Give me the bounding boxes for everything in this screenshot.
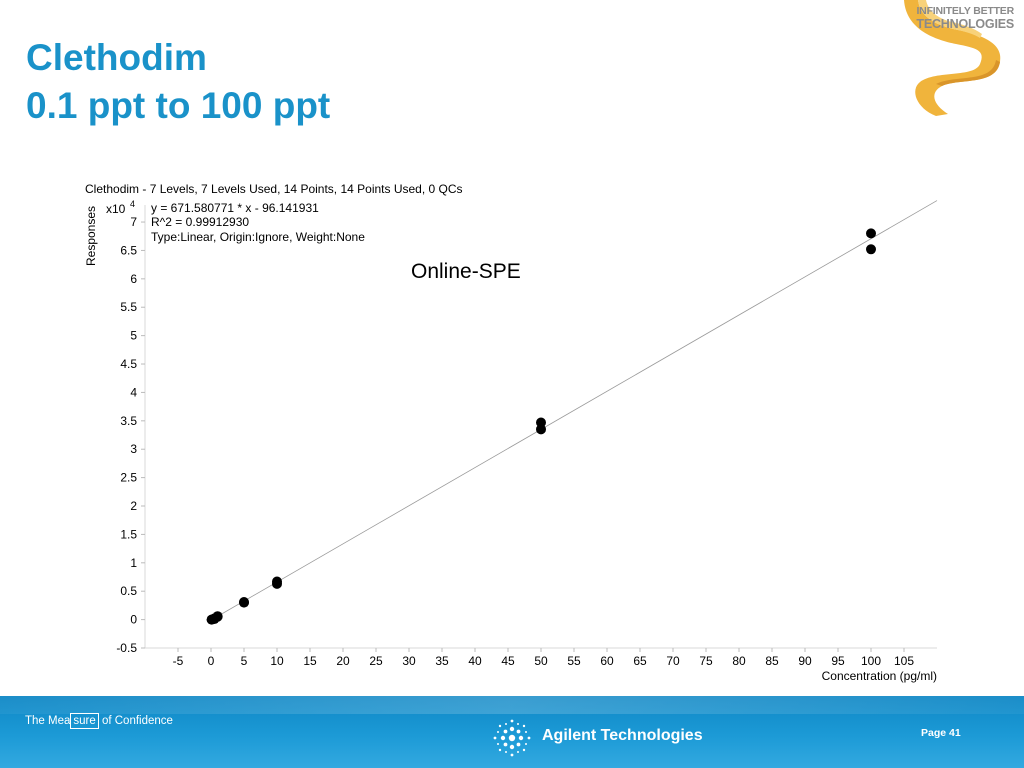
infinitely-better-logo: INFINITELY BETTER TECHNOLOGIES xyxy=(896,0,1024,120)
x-tick-label: 70 xyxy=(666,654,680,668)
y-tick-label: 4.5 xyxy=(120,357,137,371)
data-point xyxy=(239,597,249,608)
data-point xyxy=(866,244,876,255)
x-tick-label: -5 xyxy=(173,654,184,668)
logo-line-2: TECHNOLOGIES xyxy=(916,17,1014,31)
agilent-logo: Agilent Technologies xyxy=(490,716,710,758)
footer-band xyxy=(0,696,1024,714)
y-axis-label: Responses xyxy=(84,206,98,266)
y-tick-label: 6.5 xyxy=(120,243,137,257)
x-tick-label: 25 xyxy=(369,654,383,668)
x-tick-label: 100 xyxy=(861,654,881,668)
y-multiplier-exponent: 4 xyxy=(130,199,135,209)
x-tick-label: 35 xyxy=(435,654,449,668)
tagline-part-1: The Mea xyxy=(25,715,71,727)
footer-tagline: The Mea sure of Confidence xyxy=(25,713,173,729)
footer-bar: The Mea sure of Confidence Agilent Techno… xyxy=(0,696,1024,768)
fit-r-squared: R^2 = 0.99912930 xyxy=(151,215,249,229)
x-tick-label: 5 xyxy=(241,654,248,668)
chart-title: Clethodim - 7 Levels, 7 Levels Used, 14 … xyxy=(85,182,463,196)
x-tick-label: 60 xyxy=(600,654,614,668)
x-tick-label: 75 xyxy=(699,654,713,668)
x-tick-label: 20 xyxy=(336,654,350,668)
y-tick-label: 3.5 xyxy=(120,414,137,428)
x-tick-label: 15 xyxy=(303,654,317,668)
y-tick-label: 1.5 xyxy=(120,527,137,541)
title-line-2: 0.1 ppt to 100 ppt xyxy=(26,85,331,126)
slide-title: Clethodim 0.1 ppt to 100 ppt xyxy=(26,34,330,130)
x-tick-label: 30 xyxy=(402,654,416,668)
fit-type: Type:Linear, Origin:Ignore, Weight:None xyxy=(151,230,365,244)
x-tick-label: 45 xyxy=(501,654,515,668)
title-line-1: Clethodim xyxy=(26,37,207,78)
data-point xyxy=(212,611,223,622)
y-tick-label: 5 xyxy=(130,329,137,343)
y-tick-label: 1 xyxy=(130,556,137,570)
logo-text: INFINITELY BETTER TECHNOLOGIES xyxy=(916,5,1014,31)
tagline-part-2: of Confidence xyxy=(98,715,173,727)
x-tick-label: 85 xyxy=(765,654,779,668)
x-tick-label: 80 xyxy=(732,654,746,668)
x-tick-label: 105 xyxy=(894,654,914,668)
agilent-brand-name: Agilent Technologies xyxy=(542,727,703,744)
y-tick-label: 4 xyxy=(130,385,137,399)
ribbon-icon xyxy=(904,0,1001,116)
x-tick-label: 55 xyxy=(567,654,581,668)
data-point xyxy=(536,424,546,435)
y-tick-label: 7 xyxy=(130,215,137,229)
y-multiplier: x10 xyxy=(106,202,126,216)
x-tick-label: 65 xyxy=(633,654,647,668)
x-tick-label: 50 xyxy=(534,654,548,668)
logo-line-1: INFINITELY BETTER xyxy=(916,5,1014,17)
online-spe-annotation: Online-SPE xyxy=(411,260,521,283)
page-number: Page 41 xyxy=(921,727,961,739)
x-tick-label: 40 xyxy=(468,654,482,668)
agilent-spark-icon xyxy=(493,719,531,757)
regression-line xyxy=(210,200,938,621)
y-tick-label: 2.5 xyxy=(120,471,137,485)
tagline-boxed-word: sure xyxy=(70,713,99,729)
y-tick-label: 6 xyxy=(130,272,137,286)
calibration-chart: Clethodim - 7 Levels, 7 Levels Used, 14 … xyxy=(84,182,938,683)
x-axis-label: Concentration (pg/ml) xyxy=(822,669,937,683)
y-tick-label: 3 xyxy=(130,442,137,456)
x-tick-label: 0 xyxy=(208,654,215,668)
x-tick-label: 10 xyxy=(270,654,284,668)
axes: -0.5 0 0.5 1 1.5 2 2.5 3 3.5 4 4.5 5 5.5 6 6.5 7 -5 0 5 10 1… xyxy=(116,205,937,668)
y-tick-label: 0 xyxy=(130,613,137,627)
y-tick-label: -0.5 xyxy=(116,641,137,655)
data-point xyxy=(272,578,282,589)
fit-line xyxy=(210,200,938,621)
y-tick-label: 0.5 xyxy=(120,584,137,598)
x-tick-label: 95 xyxy=(831,654,845,668)
x-tick-label: 90 xyxy=(798,654,812,668)
data-points xyxy=(206,228,876,625)
y-tick-label: 2 xyxy=(130,499,137,513)
data-point xyxy=(866,228,876,239)
fit-equation: y = 671.580771 * x - 96.141931 xyxy=(151,201,319,215)
y-tick-label: 5.5 xyxy=(120,300,137,314)
